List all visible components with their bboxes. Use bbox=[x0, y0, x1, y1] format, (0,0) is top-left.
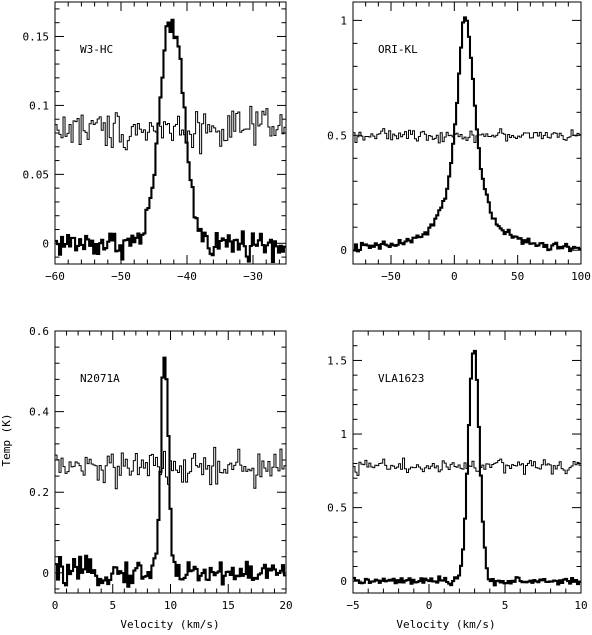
y-tick-label: 0.5 bbox=[327, 129, 347, 142]
y-tick-label: 0.15 bbox=[23, 30, 50, 43]
spectrum-line-thin bbox=[353, 457, 581, 476]
source-label: ORI-KL bbox=[378, 43, 418, 56]
x-tick-label: 0 bbox=[426, 599, 433, 612]
x-tick-label: 0 bbox=[451, 270, 458, 283]
y-axis-label: Temp (K) bbox=[0, 414, 13, 467]
y-tick-label: 0.5 bbox=[327, 502, 347, 515]
panel-3: 0 5 10 15 20 0 0.2 0.4 0.6 N2071A bbox=[29, 325, 293, 612]
x-tick-label: 5 bbox=[502, 599, 509, 612]
x-axis-label-right: Velocity (km/s) bbox=[396, 618, 495, 631]
x-tick-label: 10 bbox=[164, 599, 177, 612]
y-tick-label: 0 bbox=[340, 575, 347, 588]
spectrum-line-thick bbox=[353, 16, 581, 253]
y-tick-label: 0.2 bbox=[29, 486, 49, 499]
y-tick-label: 0 bbox=[340, 244, 347, 257]
x-tick-label: −30 bbox=[243, 270, 263, 283]
panel-2: −50 0 50 100 0 0.5 1 ORI-KL bbox=[327, 1, 591, 283]
x-tick-label: 10 bbox=[574, 599, 587, 612]
y-tick-label: 0.1 bbox=[29, 99, 49, 112]
spectrum-line-thick bbox=[55, 18, 286, 264]
y-tick-label: 0.6 bbox=[29, 325, 49, 338]
x-tick-label: −5 bbox=[346, 599, 359, 612]
spectrum-line-thick bbox=[353, 349, 581, 587]
x-tick-label: 5 bbox=[109, 599, 116, 612]
source-label: W3-HC bbox=[80, 43, 113, 56]
y-tick-label: 1 bbox=[340, 428, 347, 441]
x-tick-label: 0 bbox=[52, 599, 59, 612]
x-tick-label: −60 bbox=[45, 270, 65, 283]
plot-frame bbox=[352, 330, 582, 594]
spectrum-line-thin bbox=[55, 105, 286, 155]
y-tick-label: 0.05 bbox=[23, 168, 50, 181]
source-label: VLA1623 bbox=[378, 372, 424, 385]
spectrum-line-thin bbox=[353, 128, 581, 144]
x-tick-label: 15 bbox=[222, 599, 235, 612]
y-tick-label: 0.4 bbox=[29, 406, 49, 419]
x-tick-label: −50 bbox=[111, 270, 131, 283]
x-tick-label: −40 bbox=[177, 270, 197, 283]
spectrum-line-thick bbox=[55, 356, 286, 588]
y-tick-label: 0 bbox=[42, 237, 49, 250]
x-tick-label: 100 bbox=[571, 270, 591, 283]
panel-1: −60 −50 −40 −30 0 0.05 0.1 0.15 W3-HC bbox=[23, 1, 287, 283]
x-tick-label: 50 bbox=[511, 270, 524, 283]
y-tick-label: 1 bbox=[340, 14, 347, 27]
panel-4: −5 0 5 10 0 0.5 1 1.5 VLA1623 bbox=[327, 330, 588, 612]
spectrum-line-thin bbox=[55, 446, 286, 490]
y-tick-label: 0 bbox=[42, 567, 49, 580]
x-tick-label: −50 bbox=[381, 270, 401, 283]
x-axis-label-left: Velocity (km/s) bbox=[120, 618, 219, 631]
source-label: N2071A bbox=[80, 372, 120, 385]
x-tick-label: 20 bbox=[279, 599, 292, 612]
y-tick-label: 1.5 bbox=[327, 354, 347, 367]
